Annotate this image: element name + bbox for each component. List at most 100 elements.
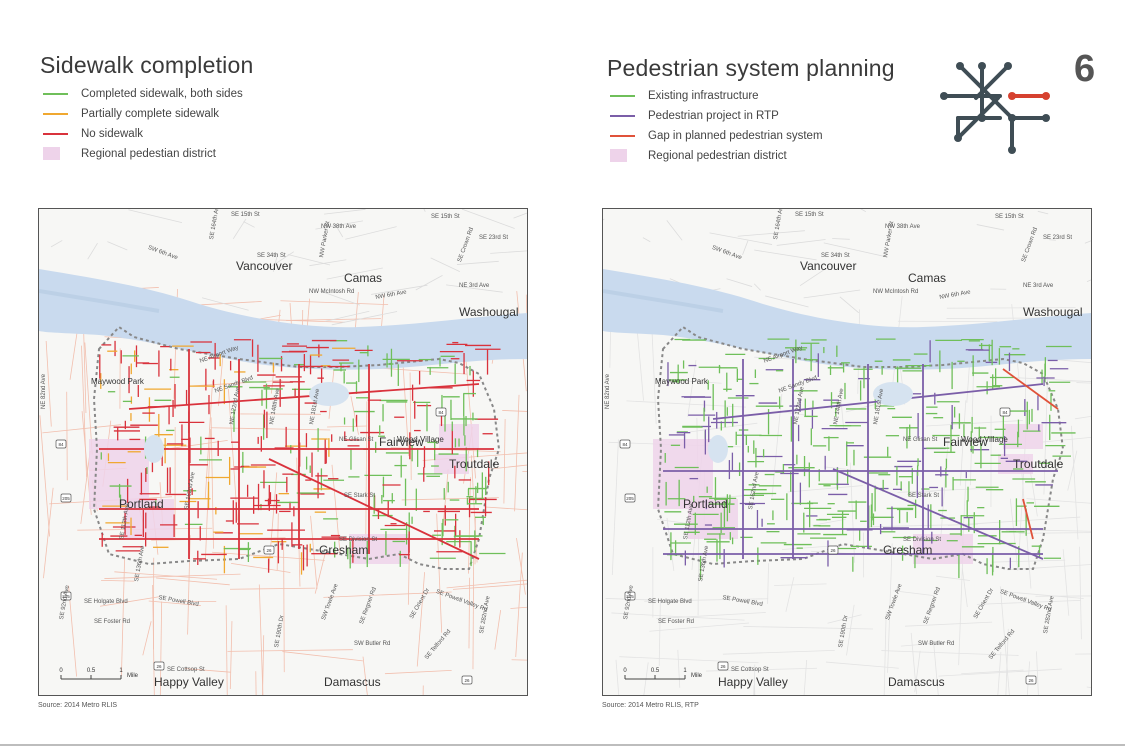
- scale-tick-label: 1: [683, 668, 687, 674]
- background-road: [142, 621, 152, 656]
- background-road: [104, 573, 241, 579]
- city-label: Gresham: [319, 543, 369, 557]
- background-road: [940, 441, 949, 540]
- background-road: [860, 209, 867, 213]
- background-road: [933, 640, 939, 695]
- background-road: [272, 254, 278, 272]
- background-road: [976, 224, 1005, 231]
- background-road: [350, 396, 359, 435]
- background-road: [99, 596, 160, 607]
- background-road: [737, 230, 805, 237]
- background-road: [611, 612, 745, 621]
- highway-shield-icon: 26: [263, 545, 275, 555]
- highway-shield-icon: 26: [153, 661, 165, 671]
- background-road: [961, 568, 968, 607]
- background-road: [210, 417, 214, 549]
- background-road: [68, 585, 77, 677]
- background-road: [615, 659, 620, 695]
- background-road: [323, 591, 452, 598]
- shield-number: 84: [438, 410, 444, 415]
- city-label: Maywood Park: [655, 377, 708, 386]
- city-label: Damascus: [888, 675, 945, 689]
- shield-number: 26: [830, 548, 836, 553]
- right-legend: Existing infrastructure Pedestrian proje…: [607, 86, 927, 166]
- background-road: [503, 418, 506, 504]
- background-road: [253, 318, 345, 323]
- background-road: [771, 393, 783, 497]
- background-road: [1075, 653, 1091, 655]
- background-road: [753, 664, 756, 695]
- highway-shield-icon: 84: [619, 439, 631, 449]
- study-area-boundary: [656, 325, 1065, 570]
- street-label: NE 82nd Ave: [41, 374, 47, 409]
- background-road: [1079, 546, 1082, 640]
- lake: [873, 382, 913, 406]
- background-road: [619, 656, 759, 664]
- map-canvas: 205 84 26 84 205 26 26 0 0.5 1 Mile: [39, 209, 527, 695]
- city-label: Wood Village: [961, 435, 1008, 444]
- background-road: [331, 311, 398, 326]
- background-road: [1006, 591, 1084, 599]
- arterial-line: [268, 458, 480, 560]
- background-road: [656, 612, 766, 619]
- background-road: [946, 307, 1076, 309]
- legend-item-no-sidewalk: No sidewalk: [40, 124, 360, 144]
- legend-line-green: [610, 95, 635, 97]
- background-road: [148, 600, 201, 606]
- background-road: [824, 466, 883, 474]
- legend-item-pedestrian-district: Regional pedestrian district: [607, 146, 927, 166]
- highway-shield-icon: 205: [624, 493, 636, 503]
- street-label: SE 34th St: [821, 253, 850, 259]
- background-road: [687, 360, 697, 417]
- street-label: NW McIntosh Rd: [873, 289, 919, 295]
- background-road: [1041, 436, 1091, 443]
- background-road: [43, 487, 54, 579]
- street-label: SE Cottsop St: [731, 667, 769, 673]
- pedestrian-district: [434, 454, 469, 474]
- background-road: [812, 518, 846, 526]
- background-road: [1086, 279, 1091, 282]
- background-road: [1005, 628, 1009, 695]
- background-road: [900, 641, 948, 647]
- background-road: [603, 218, 605, 221]
- right-panel-title: Pedestrian system planning: [607, 55, 895, 81]
- city-label: Damascus: [324, 675, 381, 689]
- background-road: [999, 586, 1010, 695]
- legend-item-rtp-project: Pedestrian project in RTP: [607, 106, 927, 126]
- city-label: Washougal: [459, 305, 519, 319]
- shield-number: 205: [62, 496, 70, 501]
- shield-number: 26: [1028, 678, 1034, 683]
- background-road: [230, 562, 291, 573]
- background-road: [283, 542, 285, 673]
- background-road: [326, 267, 383, 280]
- river-channel: [603, 289, 724, 313]
- background-road: [465, 355, 476, 479]
- background-road: [315, 220, 364, 230]
- background-road: [677, 649, 681, 688]
- city-label: Portland: [119, 497, 164, 511]
- city-label: Happy Valley: [718, 675, 788, 689]
- background-road: [823, 242, 888, 258]
- background-road: [991, 559, 1066, 563]
- background-road: [845, 401, 884, 413]
- scale-tick-label: 0: [623, 668, 627, 674]
- legend-label: Completed sidewalk, both sides: [81, 88, 243, 100]
- background-road: [502, 410, 527, 412]
- legend-label: No sidewalk: [81, 128, 143, 140]
- background-road: [997, 651, 1002, 695]
- city-label: Vancouver: [800, 259, 857, 273]
- street-label: SE 23rd St: [1043, 235, 1073, 241]
- shield-number: 84: [58, 442, 64, 447]
- background-road: [938, 668, 1062, 677]
- columbia-river: [603, 269, 1091, 370]
- background-road: [282, 651, 363, 662]
- background-road: [1036, 651, 1039, 695]
- city-label: Troutdale: [1013, 457, 1064, 471]
- city-label: Washougal: [1023, 305, 1083, 319]
- source-note: Source: 2014 Metro RLIS: [38, 702, 117, 709]
- background-road: [765, 295, 809, 308]
- background-road: [84, 342, 93, 455]
- background-road: [280, 300, 389, 306]
- background-road: [204, 381, 213, 499]
- background-road: [976, 600, 1081, 605]
